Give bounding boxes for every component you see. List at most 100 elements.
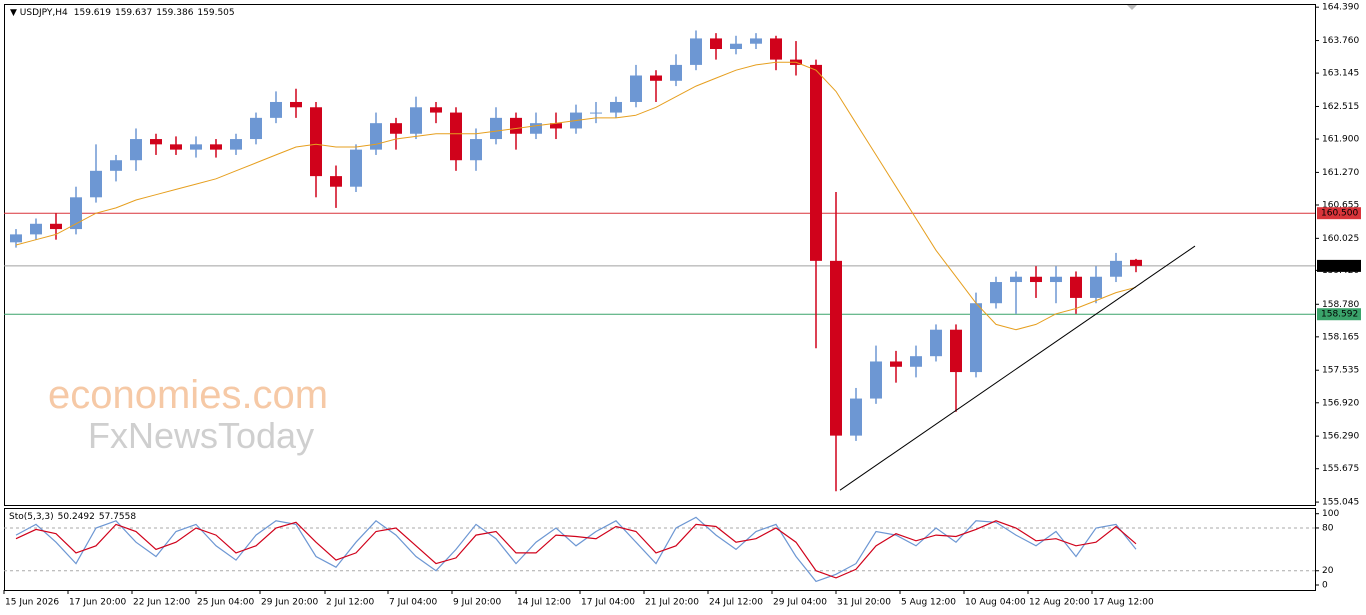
y-tick-label: 156.920 — [1322, 398, 1359, 408]
x-tick-label: 12 Aug 20:00 — [1029, 598, 1090, 608]
candle-body — [910, 356, 922, 367]
x-tick-label: 31 Jul 20:00 — [837, 598, 891, 608]
candle-body — [310, 107, 322, 177]
candle-body — [1070, 276, 1082, 298]
candle-body — [590, 112, 602, 114]
y-tick-label: 160.025 — [1322, 234, 1359, 244]
candle-body — [1110, 260, 1122, 277]
x-tick-label: 7 Jul 04:00 — [389, 598, 438, 608]
stoch-y-tick-label: 20 — [1322, 566, 1334, 576]
level-label-box — [1317, 207, 1361, 220]
candle-body — [10, 234, 22, 243]
x-tick-label: 22 Jun 12:00 — [133, 598, 190, 608]
y-tick-label: 155.675 — [1322, 464, 1359, 474]
candle-body — [530, 123, 542, 134]
x-tick-label: 25 Jun 04:00 — [197, 598, 254, 608]
stoch-y-tick-label: 100 — [1322, 509, 1339, 519]
main-value: 50.2492 — [58, 512, 95, 522]
candle-body — [890, 361, 902, 367]
candle-body — [190, 144, 202, 150]
candle-body — [1130, 259, 1142, 266]
level-label-box — [1317, 259, 1361, 272]
candle-body — [690, 38, 702, 65]
chart-header: ▼ USDJPY,H4 159.619 159.637 159.386 159.505 — [10, 8, 235, 18]
candle-body — [750, 38, 762, 44]
x-tick-label: 14 Jul 12:00 — [517, 598, 571, 608]
level-label: 159.505 — [1321, 261, 1358, 271]
candle-body — [1050, 276, 1062, 283]
candles — [10, 30, 1142, 492]
candle-body — [630, 75, 642, 102]
y-tick-label: 164.390 — [1322, 3, 1359, 13]
x-tick-label: 24 Jul 12:00 — [709, 598, 763, 608]
x-tick-label: 17 Jul 04:00 — [581, 598, 635, 608]
candle-body — [730, 43, 742, 50]
candle-body — [150, 139, 162, 145]
candle-body — [470, 139, 482, 161]
x-tick-label: 29 Jul 04:00 — [773, 598, 827, 608]
signal-value: 57.7558 — [99, 512, 136, 522]
low: 159.386 — [156, 8, 193, 18]
stoch-y-tick-label: 80 — [1322, 523, 1334, 533]
x-tick-label: 21 Jul 20:00 — [645, 598, 699, 608]
candle-body — [550, 123, 562, 129]
candle-body — [50, 223, 62, 230]
x-tick-label: 10 Aug 04:00 — [965, 598, 1026, 608]
candle-body — [490, 117, 502, 140]
candle-body — [870, 361, 882, 399]
candle-body — [830, 260, 842, 436]
x-tick-label: 17 Aug 12:00 — [1093, 598, 1154, 608]
candle-body — [1030, 276, 1042, 283]
candle-body — [110, 160, 122, 171]
candle-body — [170, 144, 182, 150]
candle-body — [650, 75, 662, 81]
y-tick-label: 162.515 — [1322, 102, 1359, 112]
shift-marker — [1127, 5, 1137, 10]
candle-body — [350, 149, 362, 187]
candle-body — [290, 101, 302, 108]
symbol: USDJPY,H4 — [20, 8, 68, 18]
candle-body — [1090, 276, 1102, 298]
candle-body — [1010, 276, 1022, 283]
stoch-y-tick-label: 0 — [1322, 581, 1328, 591]
level-label-box — [1317, 308, 1361, 321]
y-tick-label: 160.655 — [1322, 200, 1359, 210]
y-tick-label: 161.270 — [1322, 168, 1359, 178]
candle-body — [430, 107, 442, 113]
trendline — [839, 245, 1196, 491]
level-label: 160.500 — [1321, 209, 1358, 219]
main-panel — [4, 4, 1316, 506]
candle-body — [610, 101, 622, 113]
candle-body — [250, 117, 262, 140]
x-tick-label: 17 Jun 20:00 — [69, 598, 126, 608]
candle-body — [970, 303, 982, 373]
y-tick-label: 158.780 — [1322, 300, 1359, 310]
y-tick-label: 163.760 — [1322, 36, 1359, 46]
candle-body — [410, 107, 422, 134]
x-tick-label: 29 Jun 20:00 — [261, 598, 318, 608]
candle-body — [950, 329, 962, 373]
stochastic-panel — [4, 508, 1316, 591]
y-tick-label: 157.535 — [1322, 366, 1359, 376]
watermark: economies.com — [48, 373, 328, 417]
indicator: Sto(5,3,3) — [9, 512, 54, 522]
candle-body — [390, 123, 402, 134]
candle-body — [330, 176, 342, 187]
candle-body — [450, 112, 462, 161]
moving-average — [15, 61, 1137, 331]
y-tick-label: 163.145 — [1322, 69, 1359, 79]
candle-body — [810, 64, 822, 261]
x-tick-label: 9 Jul 20:00 — [453, 598, 502, 608]
candle-body — [70, 197, 82, 230]
open: 159.619 — [74, 8, 111, 18]
y-tick-label: 156.290 — [1322, 432, 1359, 442]
stoch-line — [15, 516, 1137, 583]
stoch-line — [15, 520, 1137, 579]
candle-body — [270, 101, 282, 118]
level-label: 158.592 — [1321, 310, 1358, 320]
candle-body — [770, 38, 782, 60]
candle-body — [710, 38, 722, 50]
candle-body — [210, 144, 222, 150]
